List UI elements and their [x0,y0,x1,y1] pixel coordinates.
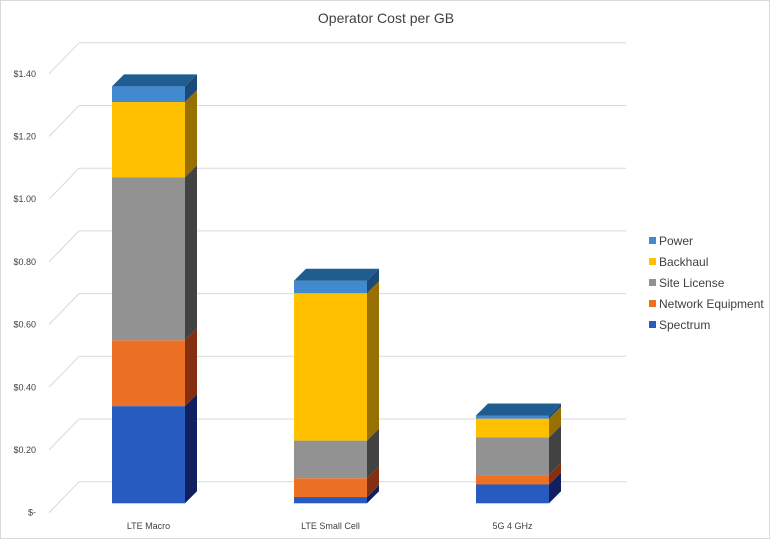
gridline-floor [48,418,80,451]
bar-side-network-equipment [367,466,379,498]
bar-segment-site-license [476,437,549,476]
legend-label: Network Equipment [659,297,764,311]
x-category-label: LTE Small Cell [301,521,360,531]
legend-label: Site License [659,276,725,290]
y-tick-label: $- [28,508,36,518]
bar-segment-spectrum [112,406,185,504]
y-tick-label: $0.40 [13,382,36,392]
bar-side-spectrum [549,472,561,504]
gridline-floor [48,355,80,388]
gridline-floor [48,167,80,200]
bar-side-spectrum [367,485,379,504]
legend-item: Backhaul [649,255,708,269]
bar-segment-network-equipment [112,340,185,407]
bar-top [476,403,561,416]
bar-side-backhaul [549,406,561,438]
gridline-floor [48,105,80,137]
y-tick-label: $1.40 [13,69,36,79]
legend-swatch [649,300,656,307]
bar-top [294,268,379,281]
gridline-floor [48,230,80,263]
bar-side-backhaul [367,281,379,441]
legend-item: Site License [649,276,725,290]
bar-segment-network-equipment [476,475,549,485]
bar-side-power [367,268,379,294]
legend-label: Power [659,234,693,248]
bar-top [112,74,197,87]
legend-item: Network Equipment [649,297,764,311]
bar-side-site-license [367,428,379,479]
bar-segment-site-license [294,440,367,479]
y-tick-label: $1.00 [13,194,36,204]
chart-title: Operator Cost per GB [318,10,454,26]
bar-segment-network-equipment [294,478,367,498]
legend-label: Backhaul [659,255,708,269]
bar-side-site-license [185,165,197,341]
legend-item: Power [649,234,693,248]
bar-side-spectrum [185,394,197,504]
bar-side-power [185,74,197,103]
x-category-label: 5G 4 GHz [492,521,533,531]
legend-swatch [649,279,656,286]
bar-side-network-equipment [185,328,197,407]
y-tick-label: $1.20 [13,132,36,142]
bar-side-site-license [549,425,561,476]
y-tick-label: $0.20 [13,445,36,455]
legend-swatch [649,321,656,328]
x-category-label: LTE Macro [127,521,170,531]
legend-label: Spectrum [659,318,710,332]
bar-segment-spectrum [294,497,367,504]
y-tick-label: $0.80 [13,257,36,267]
bar-segment-power [476,415,549,419]
bar-side-backhaul [185,90,197,178]
legend-swatch [649,237,656,244]
legend-item: Spectrum [649,318,710,332]
bar-segment-power [294,280,367,294]
bar-side-power [549,403,561,419]
bar-segment-backhaul [294,293,367,441]
legend-swatch [649,258,656,265]
y-tick-label: $0.60 [13,320,36,330]
gridline-floor [48,293,80,325]
bar-segment-backhaul [112,102,185,178]
bar-segment-site-license [112,177,185,341]
gridline-floor [48,42,80,75]
bar-segment-spectrum [476,484,549,504]
bar-side-network-equipment [549,463,561,485]
gridline-floor [48,481,80,514]
bar-segment-backhaul [476,418,549,438]
bar-segment-power [112,86,185,103]
